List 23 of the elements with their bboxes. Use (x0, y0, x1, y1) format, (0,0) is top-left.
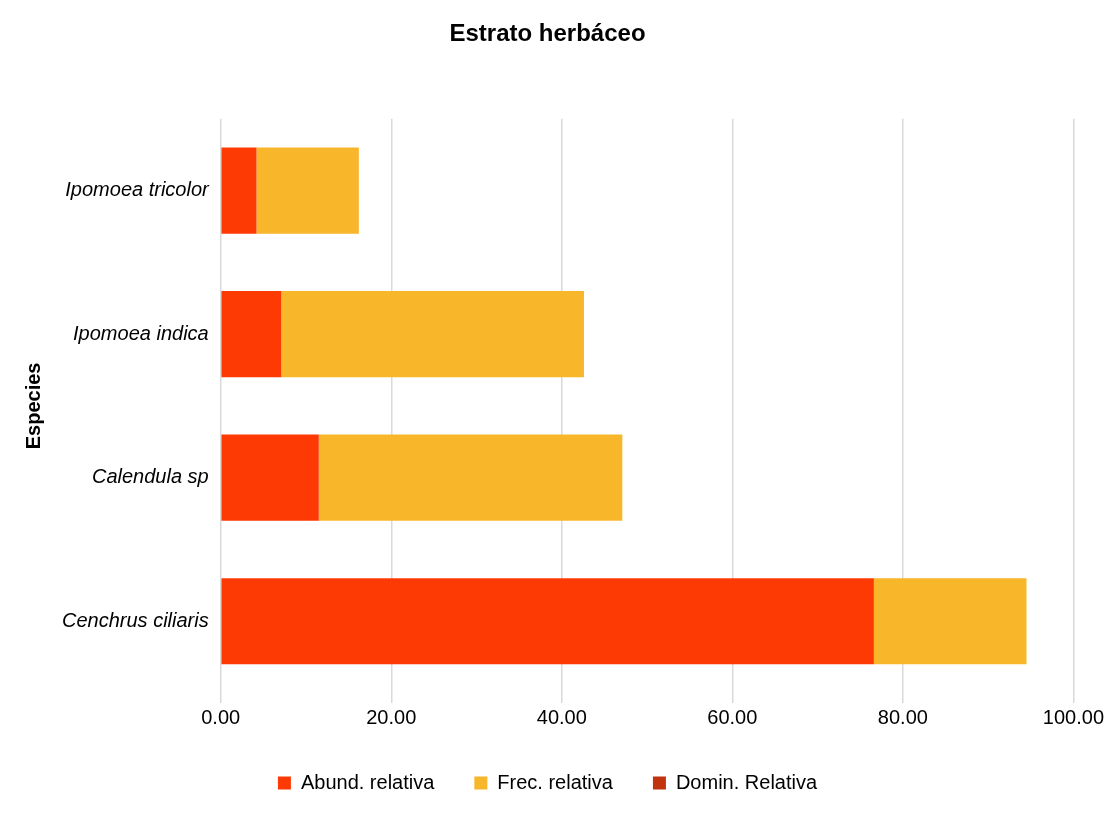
x-tick-label: 0.00 (201, 705, 241, 728)
x-tick-label: 100.00 (1042, 705, 1104, 728)
legend-label: Frec. relativa (497, 770, 614, 793)
chart-title: Estrato herbáceo (449, 19, 646, 47)
bar (221, 291, 282, 378)
bar (221, 147, 257, 234)
y-tick-label: Cenchrus ciliaris (61, 608, 209, 631)
x-tick-label: 60.00 (707, 705, 758, 728)
y-axis-title: Especies (21, 362, 44, 450)
bar (318, 434, 623, 521)
bar (281, 291, 584, 378)
y-tick-label: Calendula sp (91, 465, 209, 488)
bar (221, 578, 874, 665)
y-tick-label: Ipomoea indica (73, 321, 209, 344)
x-tick-label: 80.00 (877, 705, 928, 728)
bar (873, 578, 1027, 665)
bar (221, 434, 319, 521)
legend-label: Abund. relativa (300, 770, 436, 793)
x-tick-label: 20.00 (366, 705, 417, 728)
x-tick-label: 40.00 (536, 705, 587, 728)
bar (256, 147, 359, 234)
legend-label: Domin. Relativa (675, 770, 818, 793)
y-tick-label: Ipomoea tricolor (65, 178, 211, 201)
